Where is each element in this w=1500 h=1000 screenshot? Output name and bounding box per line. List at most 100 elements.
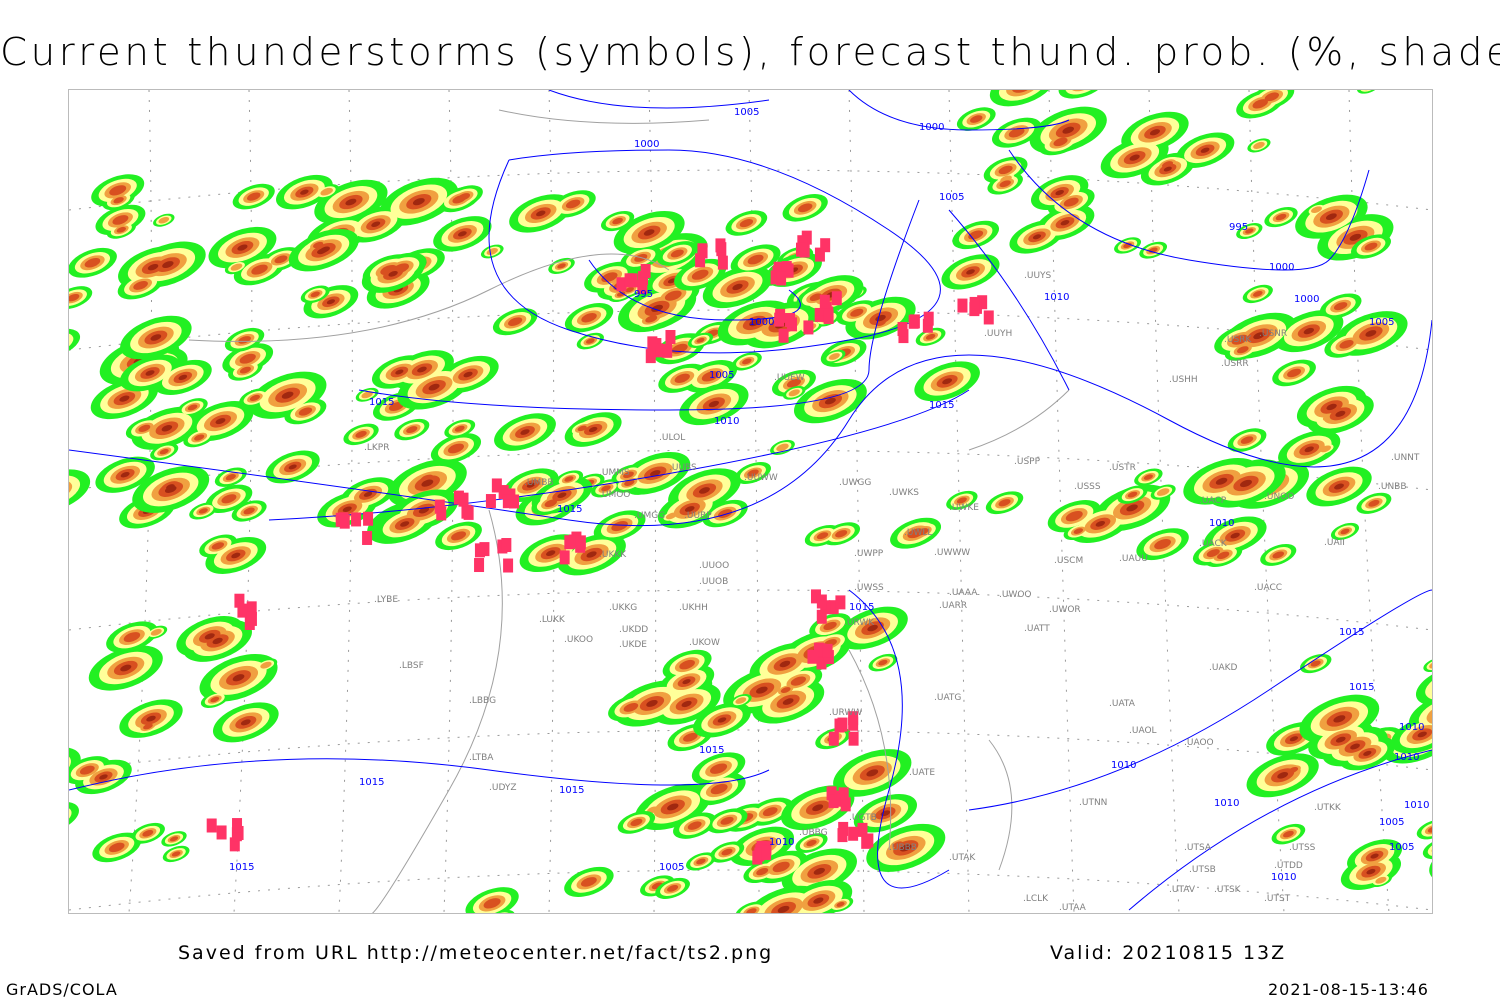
- station-label: .UATE: [909, 768, 935, 778]
- coastline: [988, 739, 1013, 871]
- isobar-label: 1015: [369, 397, 394, 408]
- station-label: .ULOL: [659, 433, 685, 443]
- thunder-probability-shading: [788, 389, 800, 397]
- station-label: .UACC: [1254, 583, 1282, 593]
- thunderstorm-symbol: [822, 643, 833, 658]
- thunder-probability-shading: [1370, 853, 1379, 859]
- thunderstorm-symbol: [813, 642, 824, 657]
- thunder-probability-shading: [1340, 528, 1350, 535]
- thunder-probability-shading: [215, 418, 226, 425]
- thunder-probability-shading: [749, 319, 761, 327]
- thunder-probability-shading: [1215, 477, 1228, 485]
- thunder-probability-shading: [1200, 147, 1210, 153]
- isobar-label: 995: [1229, 222, 1248, 233]
- thunder-probability-shading: [319, 246, 330, 253]
- station-label: .UUBP: [684, 511, 712, 521]
- thunder-probability-shading: [246, 192, 261, 201]
- station-label: .UNBB: [1378, 482, 1407, 492]
- station-label: .UUBS: [669, 463, 697, 473]
- station-label: .USCM: [1054, 556, 1083, 566]
- thunder-probability-shading: [161, 425, 173, 432]
- thunder-probability-shading: [649, 909, 740, 913]
- thunderstorm-symbol: [977, 295, 988, 310]
- thunder-probability-shading: [146, 715, 156, 722]
- thunderstorm-symbol: [662, 343, 673, 358]
- thunder-probability-shading: [1245, 228, 1254, 234]
- thunderstorm-symbol: [665, 329, 676, 344]
- thunderstorm-symbol: [645, 349, 656, 364]
- station-label: .UACP: [1199, 496, 1227, 506]
- station-label: .UTAV: [1169, 885, 1196, 895]
- thunder-probability-shading: [687, 821, 702, 830]
- thunder-probability-shading: [735, 697, 747, 704]
- thunderstorm-symbol: [647, 336, 658, 351]
- thunder-probability-shading: [828, 353, 840, 360]
- station-label: .USHH: [1169, 375, 1198, 385]
- thunder-probability-shading: [281, 391, 294, 399]
- thunder-probability-shading: [463, 371, 473, 378]
- station-label: .UAUU: [1119, 554, 1148, 564]
- station-label: .UAII: [1324, 538, 1345, 548]
- thunder-probability-shading: [1217, 551, 1230, 560]
- thunder-probability-shading: [625, 287, 634, 293]
- thunder-probability-shading: [1335, 736, 1346, 743]
- thunder-probability-shading: [143, 723, 153, 730]
- thunderstorm-symbol: [652, 343, 663, 358]
- station-label: .UAOL: [1129, 726, 1157, 736]
- thunderstorm-symbol: [807, 649, 818, 664]
- isobar-label: 1010: [1399, 722, 1424, 733]
- thunder-probability-shading: [1062, 126, 1075, 134]
- thunder-probability-shading: [147, 263, 159, 271]
- station-label: .USRR: [1221, 359, 1249, 369]
- thunderstorm-symbol: [983, 310, 994, 325]
- isobar-label: 1010: [714, 416, 739, 427]
- thunder-probability-shading: [99, 774, 108, 780]
- thunder-probability-shading: [1350, 743, 1360, 750]
- isobar-label: 995: [634, 289, 653, 300]
- thunder-probability-shading: [588, 426, 598, 433]
- thunderstorm-symbol: [717, 255, 728, 270]
- thunderstorm-symbol: [232, 818, 243, 833]
- station-label: .USSS: [1074, 482, 1101, 492]
- thunder-probability-shading: [1417, 731, 1427, 738]
- thunder-probability-shading: [1206, 549, 1220, 558]
- thunder-probability-shading: [169, 836, 179, 842]
- station-label: .UBBG: [799, 828, 828, 838]
- thunderstorm-symbol: [616, 277, 627, 292]
- thunder-probability-shading: [813, 867, 825, 875]
- thunder-probability-shading: [717, 717, 727, 723]
- isobar-label: 1015: [849, 602, 874, 613]
- thunder-probability-shading: [667, 803, 679, 811]
- station-label: .UWPP: [854, 549, 884, 559]
- thunderstorm-symbol: [814, 247, 825, 262]
- isobar-line: [968, 589, 1432, 811]
- station-label: .UKKK: [599, 550, 627, 560]
- thunderstorm-symbol: [795, 242, 806, 257]
- thunderstorm-symbol: [785, 313, 796, 328]
- isobar-line: [848, 90, 1070, 131]
- station-label: .LCLK: [1023, 894, 1049, 904]
- thunder-probability-shading: [237, 244, 248, 251]
- thunder-probability-shading: [699, 487, 710, 494]
- isobar-label: 1015: [557, 504, 582, 515]
- map-title: Current thunderstorms (symbols), forecas…: [0, 30, 1500, 74]
- thunderstorm-symbol: [559, 550, 570, 565]
- thunder-probability-shading: [816, 532, 829, 540]
- station-label: .UTDD: [1274, 861, 1303, 871]
- thunderstorm-symbol: [969, 296, 980, 311]
- thunder-probability-shading: [536, 210, 546, 217]
- thunder-probability-shading: [162, 261, 174, 269]
- thunder-probability-shading: [69, 293, 80, 302]
- thunderstorm-symbol: [810, 589, 821, 604]
- thunderstorm-symbol: [761, 845, 772, 860]
- thunder-probability-shading: [813, 897, 824, 904]
- station-label: .UGTB: [849, 813, 877, 823]
- station-label: .UDYZ: [489, 783, 517, 793]
- thunderstorm-symbol: [231, 827, 242, 842]
- station-label: .UKHH: [679, 603, 708, 613]
- thunder-probability-shading: [108, 842, 125, 853]
- isobar-line: [1008, 149, 1370, 271]
- thunder-probability-shading: [1288, 766, 1299, 773]
- isobar-label: 1010: [1271, 872, 1296, 883]
- isobar-label: 1010: [1044, 292, 1069, 303]
